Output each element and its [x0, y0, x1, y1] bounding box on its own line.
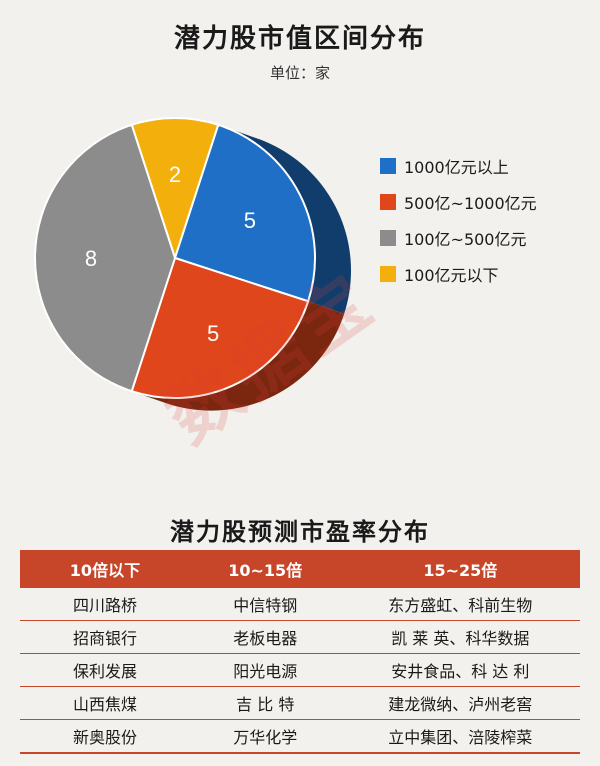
legend-label: 500亿~1000亿元 [404, 194, 537, 213]
table-cell: 凯 莱 英、科华数据 [340, 620, 580, 654]
table-cell: 四川路桥 [20, 588, 190, 621]
legend-label: 1000亿元以上 [404, 158, 509, 177]
chart-subtitle: 单位：家 [269, 64, 330, 82]
pie-slice-label: 2 [169, 162, 181, 187]
table-cell: 中信特钢 [189, 588, 341, 621]
legend-item: 1000亿元以上 [380, 148, 537, 184]
table-header-row: 10倍以下 10~15倍 15~25倍 [20, 550, 580, 588]
chart-title: 潜力股市值区间分布 [173, 24, 426, 54]
pe-table: 10倍以下 10~15倍 15~25倍 四川路桥 中信特钢 东方盛虹、科前生物 … [20, 550, 580, 754]
column-header: 10~15倍 [189, 550, 341, 588]
table-cell: 招商银行 [20, 620, 190, 654]
column-header: 15~25倍 [340, 550, 580, 588]
pe-section-title: 潜力股预测市盈率分布 [170, 518, 430, 546]
table-cell: 安井食品、科 达 利 [340, 653, 580, 687]
legend-swatch [380, 266, 396, 282]
table-cell: 保利发展 [20, 653, 190, 687]
pie-slice-label: 5 [207, 321, 219, 346]
table-row: 保利发展 阳光电源 安井食品、科 达 利 [20, 653, 580, 687]
legend-item: 100亿元以下 [380, 256, 537, 292]
pie-chart: 2 5 5 8 [34, 117, 351, 411]
pie-slice [130, 256, 310, 399]
table-row: 四川路桥 中信特钢 东方盛虹、科前生物 [20, 588, 580, 621]
table-cell: 阳光电源 [189, 653, 341, 687]
legend-swatch [380, 194, 396, 210]
column-header: 10倍以下 [20, 550, 190, 588]
table-cell: 东方盛虹、科前生物 [340, 588, 580, 621]
legend-label: 100亿~500亿元 [404, 230, 527, 249]
pie-slice-label: 5 [244, 208, 256, 233]
pie-slice-side [218, 124, 351, 314]
pie-slice [130, 117, 220, 262]
table-row: 山西焦煤 吉 比 特 建龙微纳、泸州老窖 [20, 686, 580, 720]
pie-slice [173, 123, 316, 303]
table-cell: 新奥股份 [20, 719, 190, 754]
pie-slice [34, 123, 177, 393]
table-cell: 立中集团、涪陵榨菜 [340, 719, 580, 754]
legend-swatch [380, 230, 396, 246]
table-cell: 老板电器 [189, 620, 341, 654]
legend: 1000亿元以上 500亿~1000亿元 100亿~500亿元 100亿元以下 [380, 148, 537, 292]
table-row: 招商银行 老板电器 凯 莱 英、科华数据 [20, 620, 580, 654]
pie-slice-label: 8 [85, 246, 97, 271]
pie-slice-side [131, 301, 345, 411]
table-cell: 万华化学 [189, 719, 341, 754]
legend-label: 100亿元以下 [404, 266, 499, 285]
legend-item: 500亿~1000亿元 [380, 184, 537, 220]
legend-item: 100亿~500亿元 [380, 220, 537, 256]
legend-swatch [380, 158, 396, 174]
table-cell: 山西焦煤 [20, 686, 190, 720]
table-cell: 吉 比 特 [189, 686, 341, 720]
table-cell: 建龙微纳、泸州老窖 [340, 686, 580, 720]
table-row: 新奥股份 万华化学 立中集团、涪陵榨菜 [20, 719, 580, 754]
